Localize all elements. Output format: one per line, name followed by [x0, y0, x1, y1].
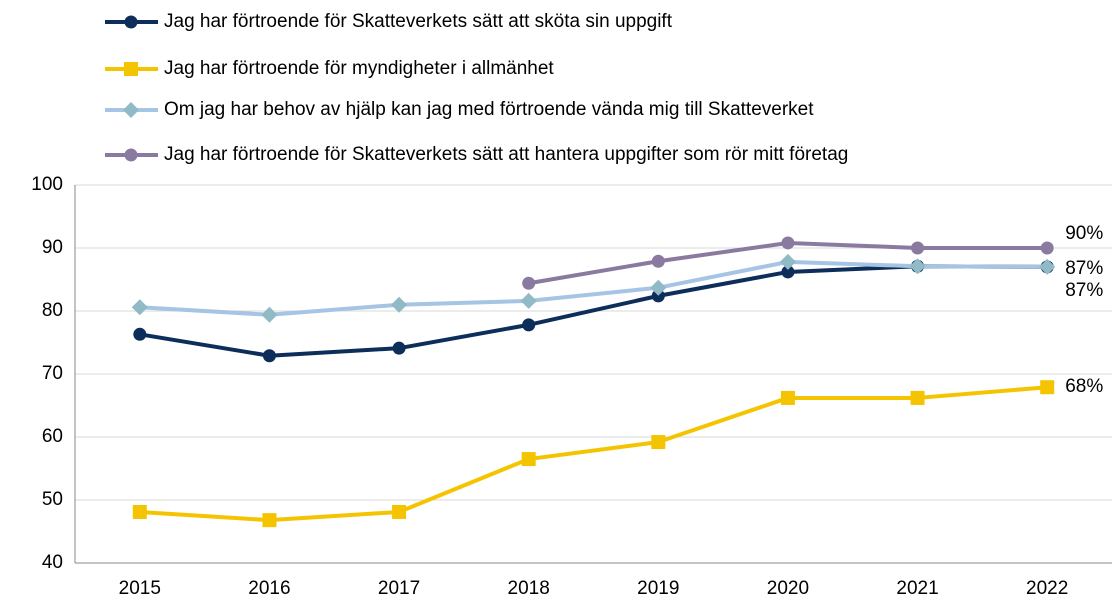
x-tick-label: 2018	[508, 578, 550, 599]
data-point	[262, 349, 276, 363]
legend-marker	[124, 62, 138, 76]
x-tick-label: 2022	[1026, 578, 1068, 599]
legend-marker	[124, 15, 138, 29]
x-tick-label: 2020	[767, 578, 809, 599]
data-point	[780, 390, 795, 405]
x-tick-label: 2021	[896, 578, 938, 599]
x-tick-label: 2019	[637, 578, 679, 599]
data-point	[522, 318, 536, 332]
data-point	[132, 504, 147, 519]
data-point	[910, 390, 925, 405]
data-point	[911, 241, 925, 255]
data-point	[1040, 241, 1054, 255]
data-point	[1040, 380, 1055, 395]
legend-label: Jag har förtroende för Skatteverkets sät…	[164, 11, 673, 32]
y-tick-label: 80	[42, 300, 63, 321]
data-point	[133, 327, 147, 341]
x-tick-label: 2016	[248, 578, 290, 599]
series-line	[139, 385, 1048, 523]
data-point	[781, 265, 795, 279]
data-point	[779, 253, 796, 270]
data-point	[520, 292, 537, 309]
data-label: 68%	[1065, 376, 1103, 397]
legend-label: Om jag har behov av hjälp kan jag med fö…	[164, 99, 814, 120]
y-tick-label: 50	[42, 489, 63, 510]
data-point	[650, 279, 667, 296]
data-point	[651, 254, 665, 268]
data-point	[131, 299, 148, 316]
y-tick-label: 40	[42, 552, 63, 573]
data-point	[261, 306, 278, 323]
y-tick-label: 100	[31, 174, 63, 195]
data-label: 90%	[1065, 223, 1103, 244]
data-point	[262, 513, 277, 528]
data-point	[1039, 258, 1056, 275]
data-point	[781, 236, 795, 250]
y-tick-label: 60	[42, 426, 63, 447]
x-tick-label: 2015	[119, 578, 161, 599]
data-point	[651, 435, 666, 450]
x-tick-label: 2017	[378, 578, 420, 599]
data-point	[392, 504, 407, 519]
data-point	[522, 276, 536, 290]
legend-marker	[123, 102, 139, 118]
series-line	[139, 259, 1048, 317]
data-point	[521, 452, 536, 467]
data-point	[651, 289, 665, 303]
data-label: 87%	[1065, 258, 1103, 279]
data-point	[391, 296, 408, 313]
y-tick-label: 90	[42, 237, 63, 258]
legend-label: Jag har förtroende för Skatteverkets sät…	[164, 144, 848, 165]
legend-label: Jag har förtroende för myndigheter i all…	[164, 58, 554, 79]
data-point	[392, 341, 406, 355]
data-label: 87%	[1065, 280, 1103, 301]
data-point	[909, 258, 926, 275]
legend-marker	[124, 148, 138, 162]
y-tick-label: 70	[42, 363, 63, 384]
